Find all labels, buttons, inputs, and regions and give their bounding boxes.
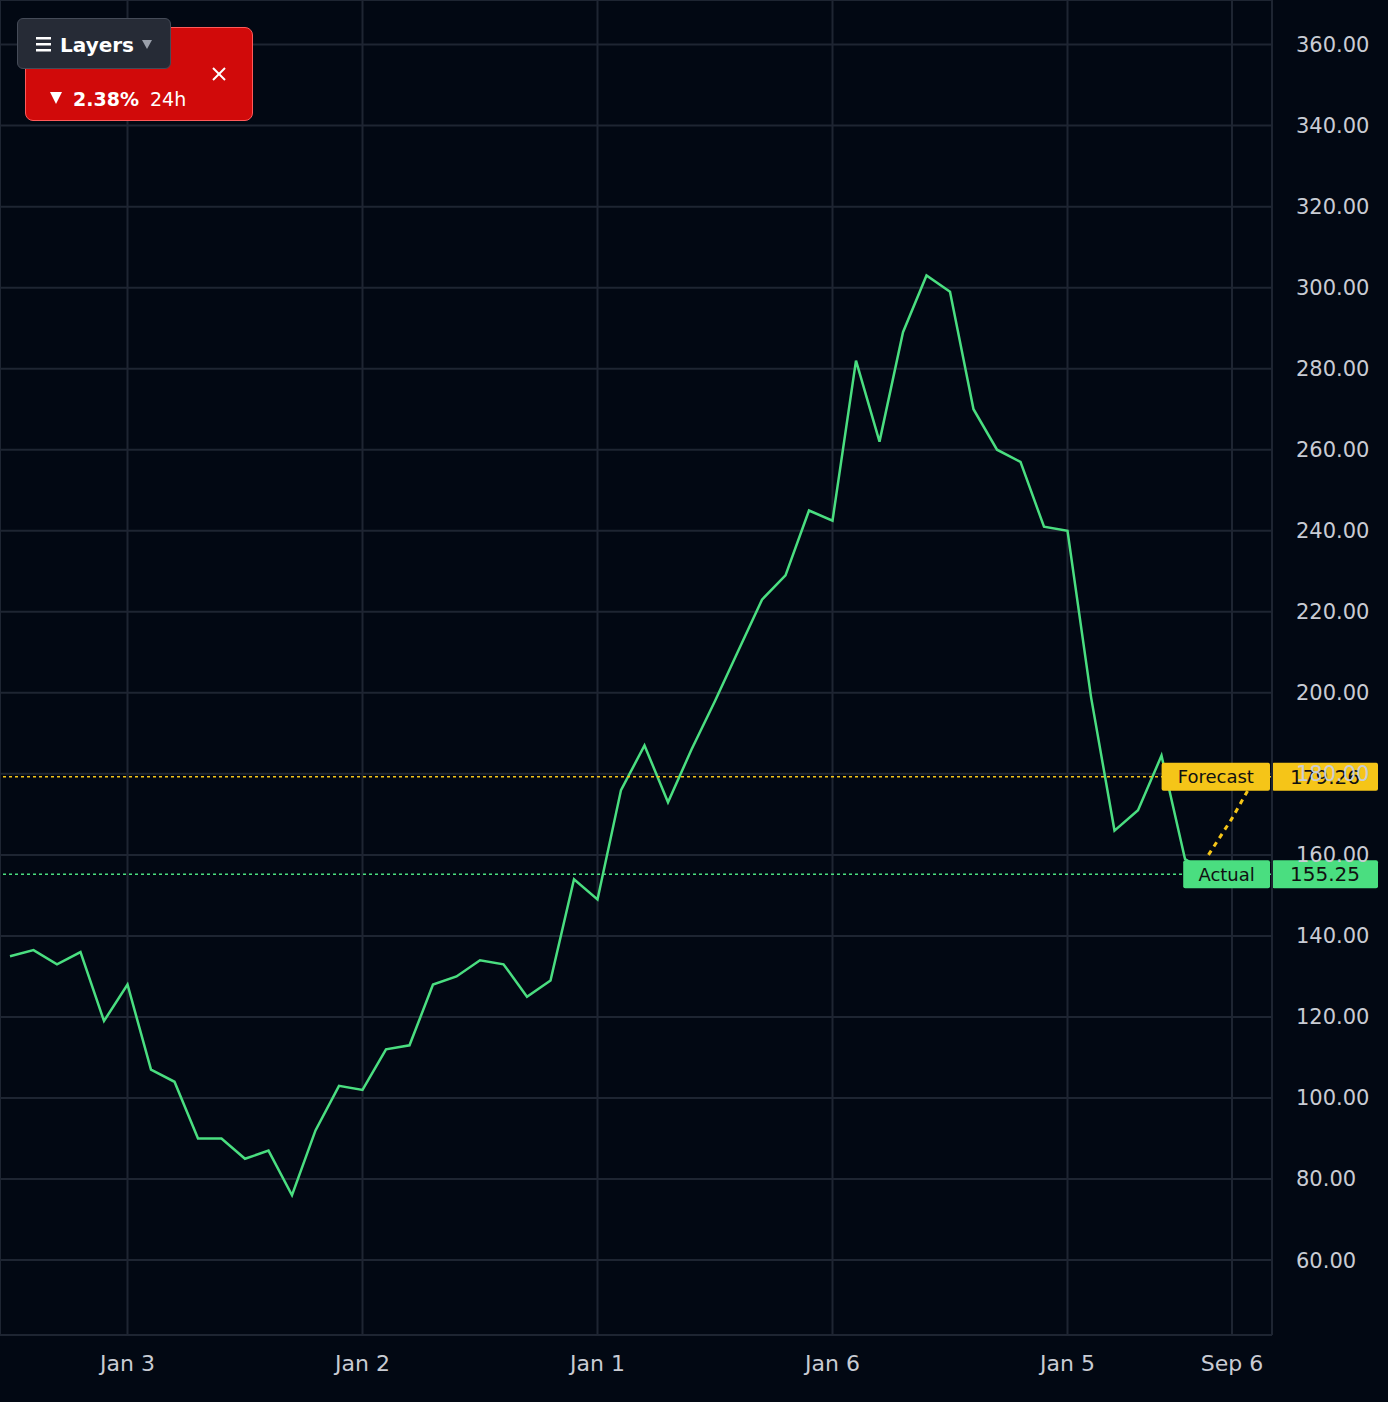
svg-text:160.00: 160.00 <box>1296 843 1369 867</box>
svg-text:Jan 3: Jan 3 <box>98 1351 155 1376</box>
svg-text:Forecast: Forecast <box>1178 766 1254 787</box>
svg-text:300.00: 300.00 <box>1296 276 1369 300</box>
svg-text:Sep 6: Sep 6 <box>1201 1351 1263 1376</box>
svg-text:2.38%: 2.38% <box>73 88 139 110</box>
svg-text:180.00: 180.00 <box>1296 762 1369 786</box>
svg-text:Layers: Layers <box>60 33 134 57</box>
svg-text:80.00: 80.00 <box>1296 1167 1356 1191</box>
svg-text:360.00: 360.00 <box>1296 33 1369 57</box>
svg-text:155.25: 155.25 <box>1290 862 1360 887</box>
svg-text:100.00: 100.00 <box>1296 1086 1369 1110</box>
svg-text:Jan 2: Jan 2 <box>333 1351 390 1376</box>
svg-text:Jan 1: Jan 1 <box>568 1351 625 1376</box>
svg-text:140.00: 140.00 <box>1296 924 1369 948</box>
svg-text:260.00: 260.00 <box>1296 438 1369 462</box>
svg-text:280.00: 280.00 <box>1296 357 1369 381</box>
svg-text:120.00: 120.00 <box>1296 1005 1369 1029</box>
svg-text:60.00: 60.00 <box>1296 1249 1356 1273</box>
svg-text:Jan 6: Jan 6 <box>803 1351 860 1376</box>
svg-text:Jan 5: Jan 5 <box>1038 1351 1095 1376</box>
svg-text:320.00: 320.00 <box>1296 195 1369 219</box>
svg-text:220.00: 220.00 <box>1296 600 1369 624</box>
svg-text:340.00: 340.00 <box>1296 114 1369 138</box>
svg-text:24h: 24h <box>150 88 186 110</box>
svg-text:240.00: 240.00 <box>1296 519 1369 543</box>
svg-text:Actual: Actual <box>1198 864 1254 885</box>
svg-text:200.00: 200.00 <box>1296 681 1369 705</box>
